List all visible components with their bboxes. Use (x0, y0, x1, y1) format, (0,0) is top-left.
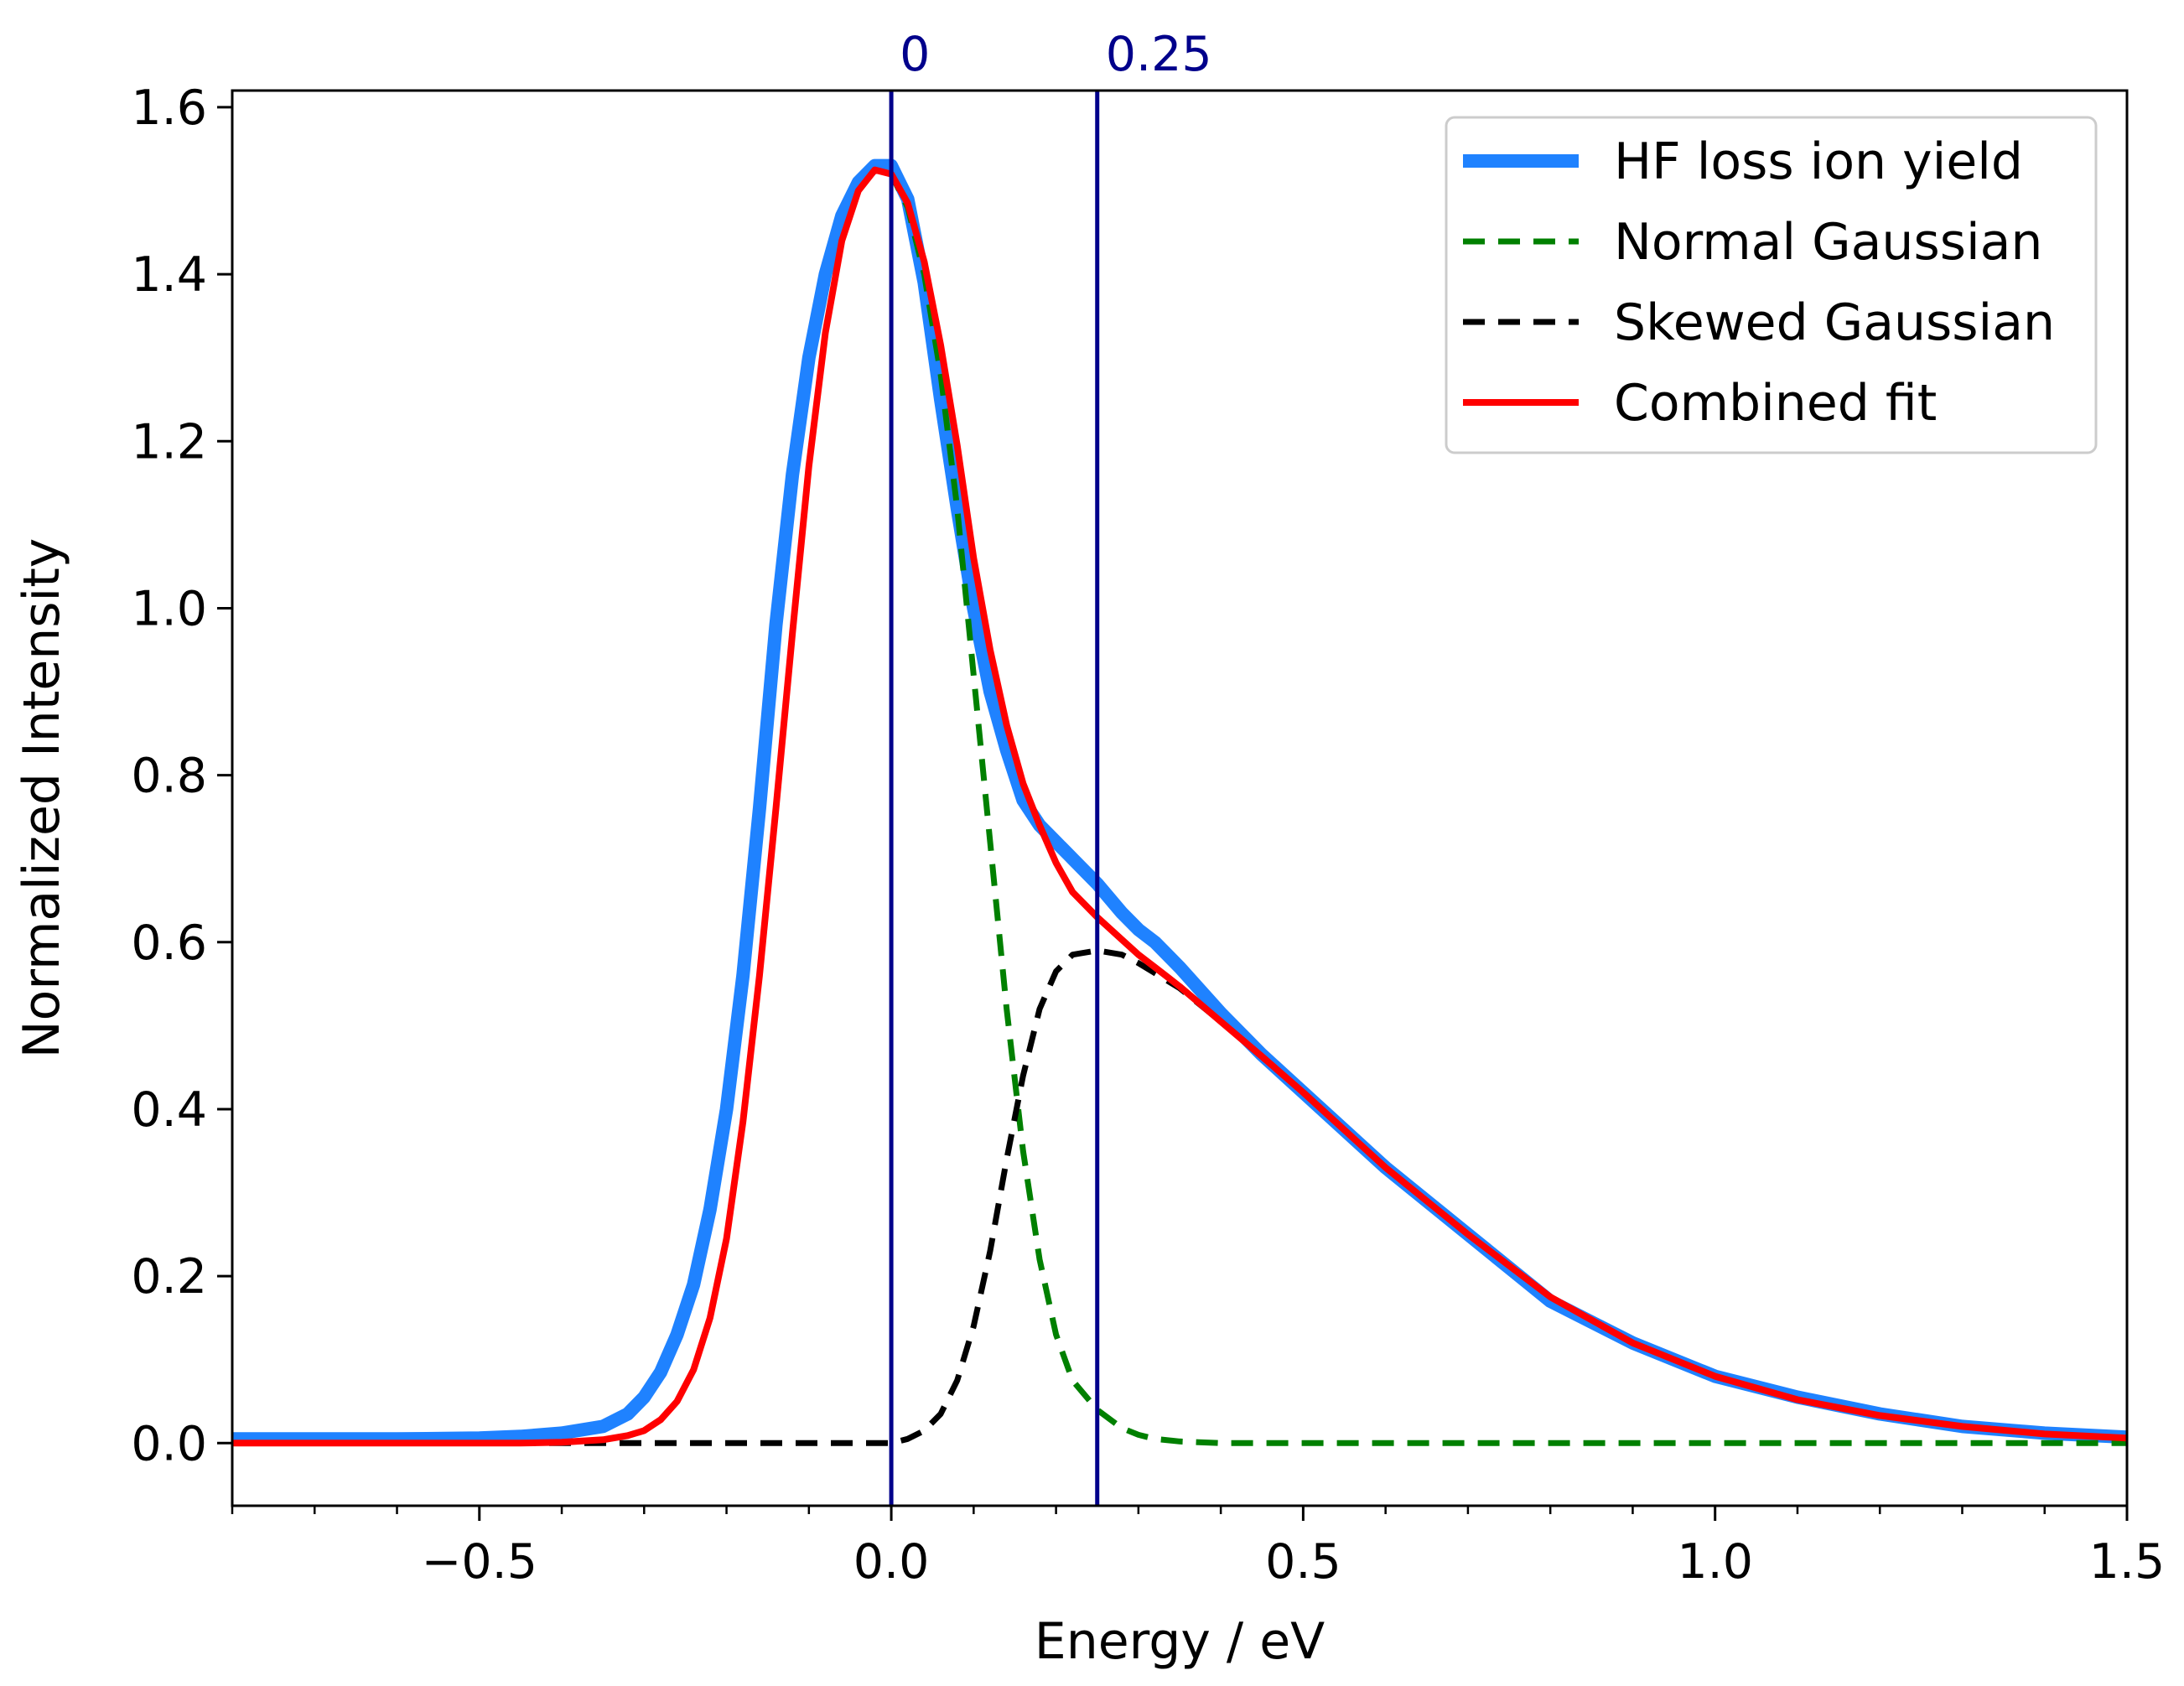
axes-frame (231, 89, 2129, 1507)
x-tick-label: −0.5 (422, 1534, 537, 1590)
legend-box (1445, 116, 2098, 454)
legend-label-skewed-gaussian: Skewed Gaussian (1614, 293, 2055, 352)
vertical-marker-label-1: 0.25 (1106, 27, 1212, 82)
y-tick-label: 1.6 (131, 80, 207, 136)
plot-area (232, 158, 2127, 1447)
x-axis-label: Energy / eV (1035, 1612, 1325, 1671)
x-tick-label: 1.5 (2089, 1534, 2166, 1590)
y-tick-label: 0.0 (131, 1416, 207, 1471)
y-tick-label: 0.8 (131, 749, 207, 804)
series-line-normal-gaussian (232, 167, 2127, 1446)
y-tick-label: 1.0 (131, 581, 207, 636)
y-tick-label: 1.2 (131, 414, 207, 469)
y-tick-label: 0.6 (131, 916, 207, 971)
axes: 0 0.25 −0.5 0.0 0.5 1.0 1.5 0.0 0.2 0.4 0.6 0.8 1.0 1… (13, 27, 2165, 1671)
legend-label-combined-fit: Combined fit (1614, 374, 1937, 433)
legend-label-hf-loss-ion-yield: HF loss ion yield (1614, 132, 2023, 191)
legend-label-normal-gaussian: Normal Gaussian (1614, 213, 2042, 272)
y-tick-label: 1.4 (131, 247, 207, 303)
y-tick-label: 0.4 (131, 1082, 207, 1138)
vertical-marker-label-0: 0 (900, 27, 930, 82)
y-axis-label: Normalized Intensity (13, 538, 71, 1058)
x-tick-label: 0.5 (1265, 1534, 1341, 1590)
series-line-combined-fit (232, 166, 2127, 1447)
y-tick-label: 0.2 (131, 1249, 207, 1305)
x-tick-label: 1.0 (1677, 1534, 1753, 1590)
x-tick-label: 0.0 (853, 1534, 930, 1590)
legend: HF loss ion yield Normal Gaussian Skewed G… (1445, 116, 2098, 454)
